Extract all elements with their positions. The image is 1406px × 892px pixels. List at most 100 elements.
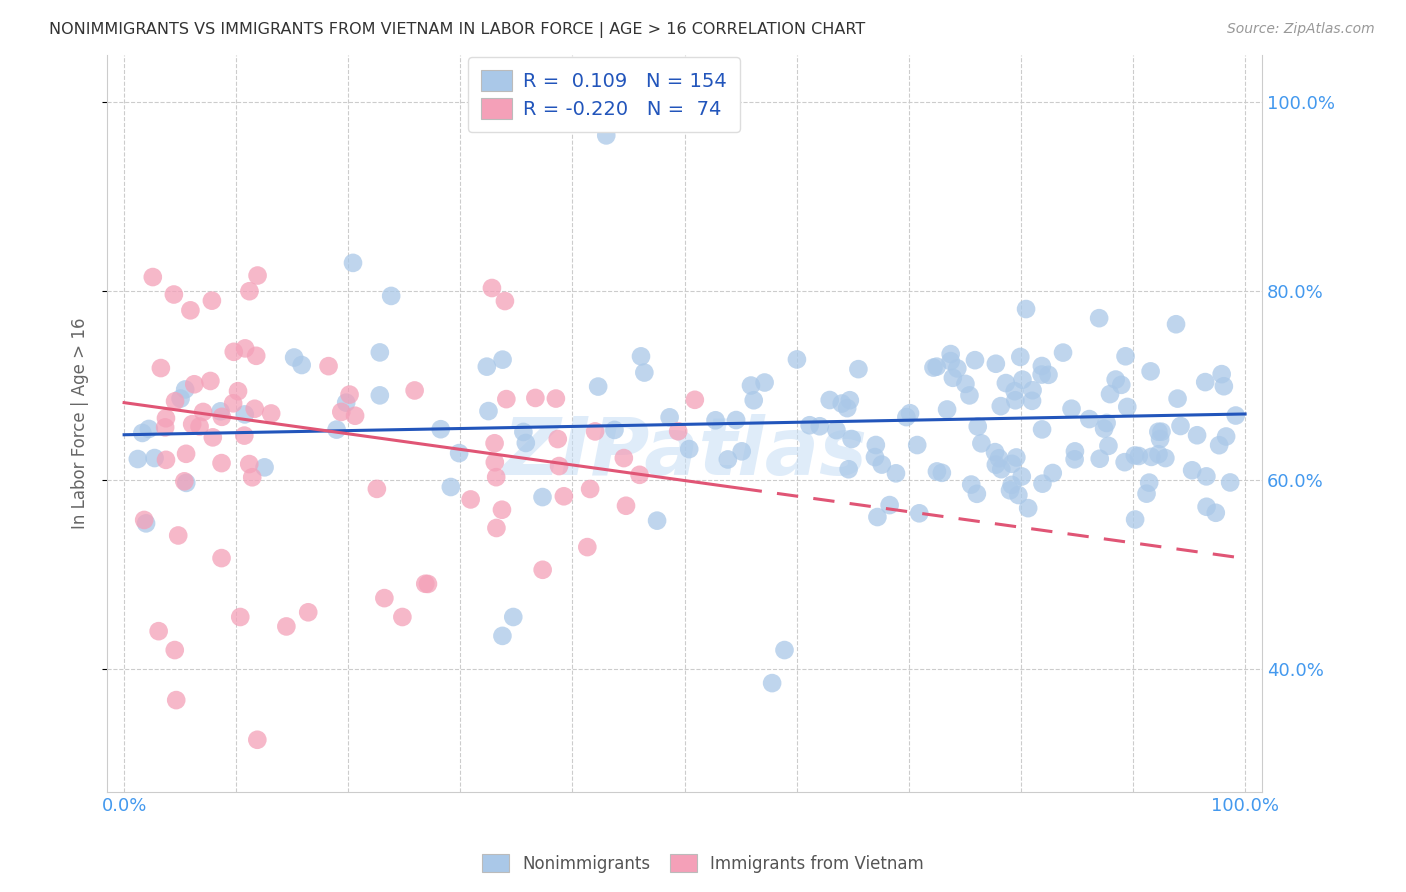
Point [222,396,245,410]
Point [335,395,357,409]
Point [879,498,901,512]
Text: NONIMMIGRANTS VS IMMIGRANTS FROM VIETNAM IN LABOR FORCE | AGE > 16 CORRELATION C: NONIMMIGRANTS VS IMMIGRANTS FROM VIETNAM… [49,22,866,38]
Point [188,419,211,434]
Point [984,458,1007,472]
Point [495,392,517,406]
Point [174,447,197,461]
Point [1185,428,1208,442]
Point [238,284,260,298]
Point [818,392,841,407]
Point [630,350,652,364]
Point [531,490,554,504]
Point [429,422,451,436]
Point [990,399,1012,413]
Point [1150,425,1173,439]
Point [1011,469,1033,483]
Point [211,456,233,470]
Point [931,466,953,480]
Point [449,446,471,460]
Point [984,357,1007,371]
Point [491,629,513,643]
Point [1116,400,1139,414]
Point [1004,384,1026,399]
Point [1017,501,1039,516]
Point [994,376,1017,390]
Point [191,405,214,419]
Point [1092,422,1115,436]
Point [725,413,748,427]
Point [240,470,263,484]
Point [229,610,252,624]
Point [485,521,508,535]
Point [165,394,187,409]
Point [131,425,153,440]
Point [491,502,513,516]
Point [1038,368,1060,382]
Point [524,391,547,405]
Point [155,453,177,467]
Point [1154,451,1177,466]
Point [838,393,860,408]
Point [1137,475,1160,490]
Point [754,376,776,390]
Point [1011,373,1033,387]
Point [181,417,204,432]
Point [200,374,222,388]
Point [1097,439,1119,453]
Point [1004,393,1026,408]
Point [1135,486,1157,500]
Point [955,376,977,391]
Point [1111,377,1133,392]
Point [201,293,224,308]
Point [1147,447,1170,461]
Point [1060,401,1083,416]
Point [1225,409,1247,423]
Y-axis label: In Labor Force | Age > 16: In Labor Force | Age > 16 [72,318,89,529]
Point [1181,463,1204,477]
Point [325,423,347,437]
Point [799,418,821,433]
Point [330,405,353,419]
Point [143,450,166,465]
Point [373,591,395,606]
Point [908,506,931,520]
Point [283,351,305,365]
Point [201,430,224,444]
Point [246,268,269,283]
Point [169,392,191,406]
Point [1007,488,1029,502]
Point [174,475,197,490]
Point [1031,368,1053,382]
Point [1195,469,1218,483]
Point [1114,455,1136,469]
Point [233,342,256,356]
Point [742,393,765,408]
Point [1147,425,1170,439]
Point [633,366,655,380]
Point [484,455,506,469]
Point [960,477,983,491]
Point [1088,311,1111,326]
Point [579,482,602,496]
Point [837,401,859,416]
Point [1149,432,1171,446]
Point [939,347,962,361]
Point [276,619,298,633]
Point [481,281,503,295]
Point [1042,466,1064,480]
Point [1078,412,1101,426]
Point [246,732,269,747]
Point [127,452,149,467]
Point [1104,373,1126,387]
Point [678,442,700,456]
Point [238,457,260,471]
Point [1211,367,1233,381]
Point [963,353,986,368]
Point [831,396,853,410]
Point [966,487,988,501]
Point [485,470,508,484]
Point [174,383,197,397]
Point [1021,393,1043,408]
Point [645,514,668,528]
Point [1219,475,1241,490]
